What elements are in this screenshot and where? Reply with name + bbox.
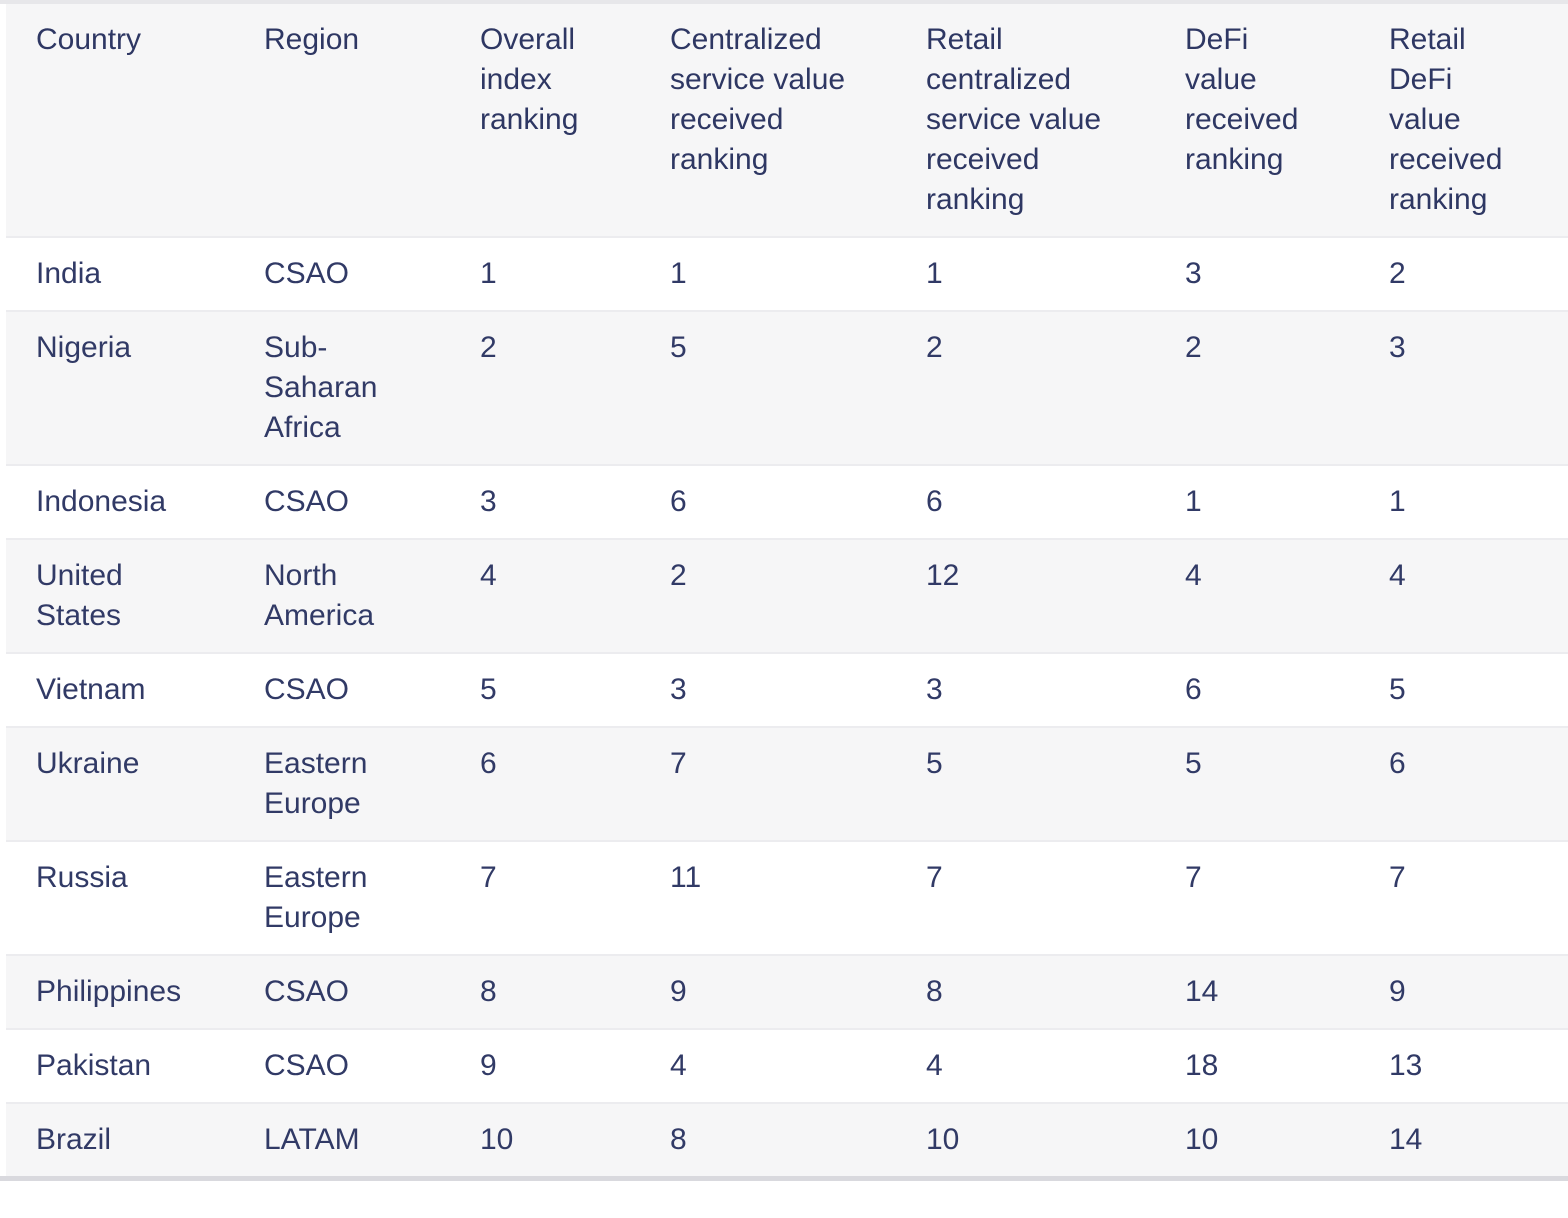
cell-centralized: 9 xyxy=(670,975,687,1008)
cell-overall: 5 xyxy=(480,673,497,706)
cell-overall: 3 xyxy=(480,485,497,518)
cell-country: Nigeria xyxy=(36,331,132,364)
column-header-retail-defi: Retail DeFi value received ranking xyxy=(1389,23,1503,216)
cell-defi: 1 xyxy=(1185,485,1202,518)
cell-country: Pakistan xyxy=(36,1049,152,1082)
table-row: Indonesia CSAO 3 6 6 1 1 xyxy=(6,465,1568,539)
cell-retail-centralized: 6 xyxy=(926,485,943,518)
table-body: India CSAO 1 1 1 3 2 Nigeria Sub-Saharan Africa 2… xyxy=(6,237,1568,1176)
cell-overall: 7 xyxy=(480,861,497,894)
cell-region: CSAO xyxy=(264,485,350,518)
cell-region: Eastern Europe xyxy=(264,861,368,934)
cell-retail-centralized: 3 xyxy=(926,673,943,706)
cell-centralized: 6 xyxy=(670,485,687,518)
cell-retail-defi: 3 xyxy=(1389,331,1406,364)
cell-country: Philippines xyxy=(36,975,182,1008)
table-row: Russia Eastern Europe 7 11 7 7 7 xyxy=(6,841,1568,955)
table-row: Philippines CSAO 8 9 8 14 9 xyxy=(6,955,1568,1029)
cell-overall: 9 xyxy=(480,1049,497,1082)
cell-retail-defi: 7 xyxy=(1389,861,1406,894)
cell-overall: 2 xyxy=(480,331,497,364)
cell-region: CSAO xyxy=(264,975,350,1008)
table-row: India CSAO 1 1 1 3 2 xyxy=(6,237,1568,311)
cell-region: Sub-Saharan Africa xyxy=(264,331,378,444)
cell-defi: 10 xyxy=(1185,1123,1219,1156)
column-header-defi: DeFi value received ranking xyxy=(1185,23,1299,176)
cell-overall: 10 xyxy=(480,1123,514,1156)
column-header-centralized: Centralized service value received ranki… xyxy=(670,23,846,176)
cell-country: United States xyxy=(36,559,123,632)
cell-centralized: 1 xyxy=(670,257,687,290)
cell-country: Brazil xyxy=(36,1123,112,1156)
cell-overall: 4 xyxy=(480,559,497,592)
cell-retail-defi: 14 xyxy=(1389,1123,1423,1156)
cell-centralized: 3 xyxy=(670,673,687,706)
cell-retail-centralized: 8 xyxy=(926,975,943,1008)
cell-retail-defi: 9 xyxy=(1389,975,1406,1008)
column-header-region: Region xyxy=(264,23,360,56)
cell-region: North America xyxy=(264,559,375,632)
cell-defi: 7 xyxy=(1185,861,1202,894)
cell-defi: 6 xyxy=(1185,673,1202,706)
cell-centralized: 4 xyxy=(670,1049,687,1082)
cell-country: Ukraine xyxy=(36,747,140,780)
cell-retail-defi: 13 xyxy=(1389,1049,1423,1082)
cell-retail-centralized: 5 xyxy=(926,747,943,780)
cell-retail-centralized: 1 xyxy=(926,257,943,290)
cell-centralized: 2 xyxy=(670,559,687,592)
table-header: Country Region Overall index ranking Cen… xyxy=(6,4,1568,237)
cell-overall: 8 xyxy=(480,975,497,1008)
column-header-retail-centralized: Retail centralized service value receive… xyxy=(926,23,1102,216)
cell-country: Vietnam xyxy=(36,673,146,706)
cell-defi: 4 xyxy=(1185,559,1202,592)
header-row: Country Region Overall index ranking Cen… xyxy=(6,4,1568,237)
cell-retail-centralized: 7 xyxy=(926,861,943,894)
cell-defi: 5 xyxy=(1185,747,1202,780)
table-row: Brazil LATAM 10 8 10 10 14 xyxy=(6,1103,1568,1176)
cell-overall: 1 xyxy=(480,257,497,290)
cell-retail-defi: 2 xyxy=(1389,257,1406,290)
cell-retail-centralized: 4 xyxy=(926,1049,943,1082)
cell-defi: 14 xyxy=(1185,975,1219,1008)
cell-region: CSAO xyxy=(264,1049,350,1082)
cell-retail-centralized: 10 xyxy=(926,1123,960,1156)
cell-region: CSAO xyxy=(264,257,350,290)
crypto-adoption-rankings-table: Country Region Overall index ranking Cen… xyxy=(6,4,1568,1176)
cell-defi: 2 xyxy=(1185,331,1202,364)
cell-retail-defi: 1 xyxy=(1389,485,1406,518)
cell-retail-defi: 6 xyxy=(1389,747,1406,780)
table-row: Vietnam CSAO 5 3 3 6 5 xyxy=(6,653,1568,727)
cell-country: Indonesia xyxy=(36,485,167,518)
cell-centralized: 7 xyxy=(670,747,687,780)
cell-retail-defi: 4 xyxy=(1389,559,1406,592)
cell-centralized: 11 xyxy=(670,861,702,894)
cell-region: CSAO xyxy=(264,673,350,706)
table-row: Nigeria Sub-Saharan Africa 2 5 2 2 3 xyxy=(6,311,1568,465)
cell-retail-centralized: 2 xyxy=(926,331,943,364)
cell-defi: 18 xyxy=(1185,1049,1219,1082)
cell-centralized: 8 xyxy=(670,1123,687,1156)
cell-overall: 6 xyxy=(480,747,497,780)
column-header-overall-index: Overall index ranking xyxy=(480,23,579,136)
cell-country: India xyxy=(36,257,102,290)
table-row: Ukraine Eastern Europe 6 7 5 5 6 xyxy=(6,727,1568,841)
column-header-country: Country xyxy=(36,23,142,56)
cell-country: Russia xyxy=(36,861,128,894)
table-row: United States North America 4 2 12 4 4 xyxy=(6,539,1568,653)
rankings-table-container: Country Region Overall index ranking Cen… xyxy=(0,0,1568,1181)
cell-region: LATAM xyxy=(264,1123,360,1156)
cell-retail-defi: 5 xyxy=(1389,673,1406,706)
cell-centralized: 5 xyxy=(670,331,687,364)
table-row: Pakistan CSAO 9 4 4 18 13 xyxy=(6,1029,1568,1103)
cell-region: Eastern Europe xyxy=(264,747,368,820)
cell-defi: 3 xyxy=(1185,257,1202,290)
cell-retail-centralized: 12 xyxy=(926,559,960,592)
